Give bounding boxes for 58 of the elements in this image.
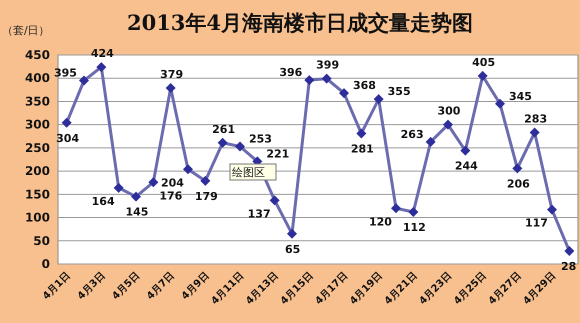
data-label: 345 [509,90,532,103]
data-label: 405 [472,56,496,69]
data-label: 368 [353,79,376,92]
x-tick-label: 4月3日 [76,270,108,302]
x-tick-label: 4月1日 [41,270,73,302]
data-label: 263 [400,128,424,141]
data-label: 379 [160,68,184,81]
data-label: 244 [454,160,478,173]
x-tick-label: 4月21日 [382,270,420,308]
data-label: 283 [524,112,548,126]
data-label: 117 [525,216,548,230]
x-tick-label: 4月9日 [180,270,212,302]
x-tick-label: 4月25日 [452,270,489,308]
data-label: 395 [54,66,77,80]
y-tick-label: 150 [24,187,50,202]
data-label: 179 [194,190,218,203]
y-tick-label: 50 [33,234,50,248]
data-label: 253 [249,132,272,146]
data-label: 137 [248,207,271,220]
x-tick-label: 4月27日 [486,270,524,308]
data-label: 300 [438,104,461,118]
data-label: 221 [266,147,290,160]
x-tick-label: 4月15日 [278,270,316,308]
data-label: 204 [161,176,184,190]
y-tick-label: 300 [24,118,50,132]
y-tick-label: 250 [24,140,50,155]
data-label: 176 [159,189,183,202]
data-label: 28 [561,260,576,273]
y-axis-title: （套/日） [2,24,50,37]
x-tick-label: 4月23日 [417,270,454,308]
data-label: 304 [56,132,80,145]
y-tick-label: 400 [24,71,50,86]
x-tick-label: 4月17日 [313,270,350,308]
data-label: 145 [126,206,148,219]
data-label: 355 [388,85,411,98]
data-label: 112 [402,220,426,234]
annotation: 绘图区 [232,166,265,179]
data-label: 120 [369,215,392,228]
y-tick-label: 200 [24,164,50,178]
x-tick-label: 4月29日 [521,270,558,308]
data-label: 65 [285,242,300,256]
x-tick-label: 4月13日 [244,270,281,308]
x-tick-label: 4月19日 [348,270,385,308]
x-tick-label: 4月7日 [145,270,177,302]
y-tick-label: 350 [24,94,50,108]
y-tick-label: 450 [24,48,50,62]
chart-title: 2013年4月海南楼市日成交量走势图 [126,10,474,35]
data-label: 164 [92,194,115,208]
x-tick-label: 4月5日 [110,270,142,302]
data-label: 424 [90,47,114,60]
data-label: 396 [279,66,303,80]
data-label: 261 [212,122,236,136]
y-tick-label: 100 [24,210,50,225]
data-label: 281 [350,142,374,156]
data-label: 206 [506,177,530,190]
x-tick-label: 4月11日 [209,270,246,308]
data-label: 399 [316,58,340,72]
y-tick-label: 0 [42,257,50,271]
